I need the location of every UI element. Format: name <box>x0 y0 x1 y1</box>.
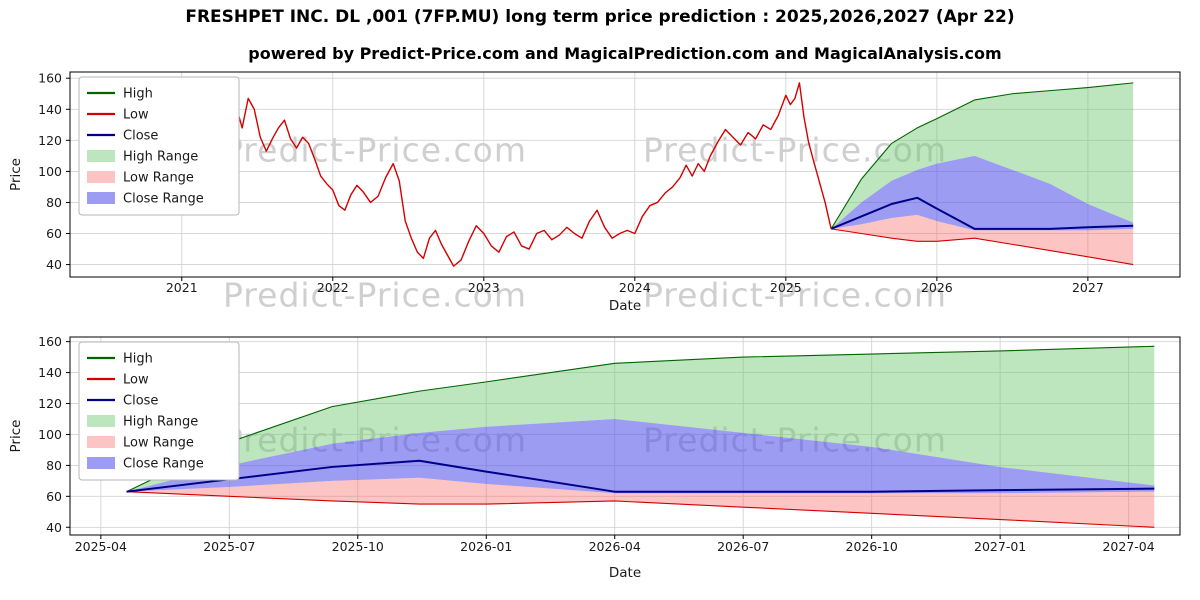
x-tick-label: 2027-04 <box>1102 539 1154 554</box>
high-forecast-line <box>126 345 1155 493</box>
y-tick-label: 80 <box>46 195 62 210</box>
close-range-band <box>831 155 1134 231</box>
y-tick-label: 140 <box>38 365 62 380</box>
legend-label: Close <box>123 129 158 144</box>
x-tick-label: 2024 <box>619 280 651 295</box>
legend-label: High Range <box>123 150 198 165</box>
y-axis-label: Price <box>8 158 24 191</box>
price-history-chart: 40 60 80 100 120 140 160 2021 2022 2023 2024 2025 20… <box>8 71 1181 312</box>
x-tick-label: 2027-01 <box>974 539 1026 554</box>
low-range-band <box>831 214 1134 265</box>
price-forecast-chart: 40 60 80 100 120 140 160 2025-04 2025-07 2025-10 2… <box>8 334 1181 581</box>
x-tick-label: 2026-04 <box>589 539 641 554</box>
close-forecast-line <box>830 196 1134 230</box>
x-tick-label: 2022 <box>317 280 349 295</box>
y-tick-label: 80 <box>46 458 62 473</box>
x-tick-label: 2021 <box>166 280 198 295</box>
legend-label: Close <box>123 394 158 409</box>
high-range-band <box>126 346 1155 492</box>
y-tick-label: 160 <box>38 71 62 86</box>
x-axis-label: Date <box>609 298 641 312</box>
low-forecast-line <box>831 228 1134 266</box>
legend-label: High <box>123 352 153 367</box>
y-tick-label: 100 <box>38 427 62 442</box>
chart-subtitle: powered by Predict-Price.com and Magical… <box>248 44 1002 63</box>
x-tick-label: 2023 <box>468 280 500 295</box>
plot-border <box>69 71 1181 278</box>
legend-patch-swatch <box>87 150 115 162</box>
legend-label: Low Range <box>123 171 194 186</box>
y-tick-label: 120 <box>38 396 62 411</box>
legend-label: Low <box>123 108 149 123</box>
legend-patch-swatch <box>87 415 115 427</box>
legend-patch-swatch <box>87 436 115 448</box>
x-tick-label: 2026-01 <box>460 539 512 554</box>
low-range-band <box>126 477 1155 528</box>
legend-label: Low Range <box>123 436 194 451</box>
y-tick-label: 160 <box>38 334 62 349</box>
y-tick-label: 140 <box>38 102 62 117</box>
chart-title: FRESHPET INC. DL ,001 (7FP.MU) long term… <box>185 7 1015 27</box>
legend-label: Close Range <box>123 192 204 207</box>
legend-label: High <box>123 87 153 102</box>
y-tick-label: 60 <box>46 226 62 241</box>
y-tick-label: 120 <box>38 133 62 148</box>
legend-label: Low <box>123 373 149 388</box>
close-range-band <box>126 418 1155 494</box>
legend-label: Close Range <box>123 457 204 472</box>
x-tick-label: 2026-07 <box>717 539 769 554</box>
close-forecast-line <box>126 459 1155 493</box>
legend-box <box>78 341 240 481</box>
y-axis-label: Price <box>8 420 24 453</box>
x-axis-label: Date <box>609 565 641 581</box>
y-tick-label: 40 <box>46 520 62 535</box>
legend-patch-swatch <box>87 457 115 469</box>
legend-box <box>78 76 240 216</box>
x-tick-label: 2025-07 <box>203 539 255 554</box>
x-tick-label: 2025-04 <box>75 539 127 554</box>
low-forecast-line <box>126 491 1155 528</box>
y-tick-label: 100 <box>38 164 62 179</box>
y-tick-label: 60 <box>46 489 62 504</box>
legend-label: High Range <box>123 415 198 430</box>
x-tick-label: 2026 <box>921 280 953 295</box>
high-forecast-line <box>830 82 1134 230</box>
x-tick-label: 2026-10 <box>846 539 898 554</box>
x-tick-label: 2025-10 <box>332 539 384 554</box>
x-tick-label: 2025 <box>770 280 802 295</box>
y-tick-label: 40 <box>46 257 62 272</box>
high-range-band <box>831 82 1134 229</box>
plot-border <box>69 336 1181 536</box>
legend-patch-swatch <box>87 171 115 183</box>
x-tick-label: 2027 <box>1072 280 1104 295</box>
legend-patch-swatch <box>87 192 115 204</box>
